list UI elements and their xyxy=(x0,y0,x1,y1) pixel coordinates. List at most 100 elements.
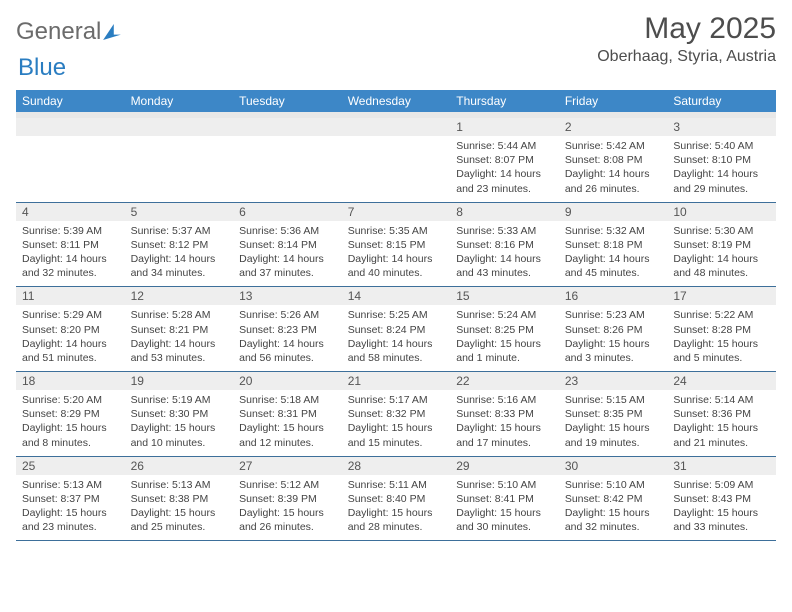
day-line: Daylight: 14 hours and 34 minutes. xyxy=(131,252,228,280)
day-cell: 20Sunrise: 5:18 AMSunset: 8:31 PMDayligh… xyxy=(233,372,342,457)
day-line: Daylight: 14 hours and 45 minutes. xyxy=(565,252,662,280)
day-cell: 21Sunrise: 5:17 AMSunset: 8:32 PMDayligh… xyxy=(342,372,451,457)
day-body xyxy=(233,136,342,198)
day-line: Sunrise: 5:09 AM xyxy=(673,478,770,492)
day-line: Sunset: 8:30 PM xyxy=(131,407,228,421)
location: Oberhaag, Styria, Austria xyxy=(597,48,776,66)
day-number: 22 xyxy=(450,372,559,390)
day-body: Sunrise: 5:30 AMSunset: 8:19 PMDaylight:… xyxy=(667,221,776,287)
day-body: Sunrise: 5:12 AMSunset: 8:39 PMDaylight:… xyxy=(233,475,342,541)
day-cell: 19Sunrise: 5:19 AMSunset: 8:30 PMDayligh… xyxy=(125,372,234,457)
day-line: Sunset: 8:42 PM xyxy=(565,492,662,506)
day-number: 13 xyxy=(233,287,342,305)
day-body: Sunrise: 5:15 AMSunset: 8:35 PMDaylight:… xyxy=(559,390,668,456)
day-cell: 7Sunrise: 5:35 AMSunset: 8:15 PMDaylight… xyxy=(342,202,451,287)
week-row: 18Sunrise: 5:20 AMSunset: 8:29 PMDayligh… xyxy=(16,372,776,457)
day-body: Sunrise: 5:36 AMSunset: 8:14 PMDaylight:… xyxy=(233,221,342,287)
day-cell: 28Sunrise: 5:11 AMSunset: 8:40 PMDayligh… xyxy=(342,456,451,541)
day-line: Daylight: 15 hours and 21 minutes. xyxy=(673,421,770,449)
day-line: Sunrise: 5:40 AM xyxy=(673,139,770,153)
day-number: 10 xyxy=(667,203,776,221)
day-cell: 18Sunrise: 5:20 AMSunset: 8:29 PMDayligh… xyxy=(16,372,125,457)
day-cell: 15Sunrise: 5:24 AMSunset: 8:25 PMDayligh… xyxy=(450,287,559,372)
day-line: Sunrise: 5:15 AM xyxy=(565,393,662,407)
day-line: Sunset: 8:32 PM xyxy=(348,407,445,421)
day-line: Sunrise: 5:24 AM xyxy=(456,308,553,322)
day-number: 6 xyxy=(233,203,342,221)
day-line: Sunset: 8:21 PM xyxy=(131,323,228,337)
day-line: Sunset: 8:38 PM xyxy=(131,492,228,506)
day-line: Daylight: 15 hours and 28 minutes. xyxy=(348,506,445,534)
day-number xyxy=(233,118,342,136)
day-line: Daylight: 15 hours and 12 minutes. xyxy=(239,421,336,449)
day-cell: 30Sunrise: 5:10 AMSunset: 8:42 PMDayligh… xyxy=(559,456,668,541)
day-line: Daylight: 14 hours and 32 minutes. xyxy=(22,252,119,280)
week-row: 25Sunrise: 5:13 AMSunset: 8:37 PMDayligh… xyxy=(16,456,776,541)
logo-arrow-icon xyxy=(103,24,121,40)
day-header-cell: Sunday xyxy=(16,90,125,112)
day-number: 17 xyxy=(667,287,776,305)
day-body xyxy=(125,136,234,198)
day-line: Sunrise: 5:10 AM xyxy=(456,478,553,492)
day-header-row: SundayMondayTuesdayWednesdayThursdayFrid… xyxy=(16,90,776,112)
day-line: Sunset: 8:25 PM xyxy=(456,323,553,337)
day-line: Daylight: 14 hours and 58 minutes. xyxy=(348,337,445,365)
day-cell: 22Sunrise: 5:16 AMSunset: 8:33 PMDayligh… xyxy=(450,372,559,457)
logo-text-2: Blue xyxy=(18,54,66,81)
day-line: Sunrise: 5:25 AM xyxy=(348,308,445,322)
day-cell: 2Sunrise: 5:42 AMSunset: 8:08 PMDaylight… xyxy=(559,118,668,202)
day-number: 29 xyxy=(450,457,559,475)
day-cell xyxy=(342,118,451,202)
day-cell: 25Sunrise: 5:13 AMSunset: 8:37 PMDayligh… xyxy=(16,456,125,541)
day-cell: 17Sunrise: 5:22 AMSunset: 8:28 PMDayligh… xyxy=(667,287,776,372)
day-line: Sunset: 8:28 PM xyxy=(673,323,770,337)
day-number: 3 xyxy=(667,118,776,136)
day-line: Daylight: 15 hours and 33 minutes. xyxy=(673,506,770,534)
day-line: Sunrise: 5:32 AM xyxy=(565,224,662,238)
day-line: Sunrise: 5:30 AM xyxy=(673,224,770,238)
day-body: Sunrise: 5:23 AMSunset: 8:26 PMDaylight:… xyxy=(559,305,668,371)
day-line: Sunrise: 5:26 AM xyxy=(239,308,336,322)
day-cell: 10Sunrise: 5:30 AMSunset: 8:19 PMDayligh… xyxy=(667,202,776,287)
day-cell: 4 Sunrise: 5:39 AMSunset: 8:11 PMDaylight… xyxy=(16,202,125,287)
day-line: Sunrise: 5:36 AM xyxy=(239,224,336,238)
day-line: Sunset: 8:35 PM xyxy=(565,407,662,421)
day-header-cell: Wednesday xyxy=(342,90,451,112)
day-line: Sunrise: 5:23 AM xyxy=(565,308,662,322)
day-number: 16 xyxy=(559,287,668,305)
day-line: Sunset: 8:41 PM xyxy=(456,492,553,506)
day-cell: 12Sunrise: 5:28 AMSunset: 8:21 PMDayligh… xyxy=(125,287,234,372)
day-cell: 1Sunrise: 5:44 AMSunset: 8:07 PMDaylight… xyxy=(450,118,559,202)
day-line: Sunset: 8:31 PM xyxy=(239,407,336,421)
day-body: Sunrise: 5:18 AMSunset: 8:31 PMDaylight:… xyxy=(233,390,342,456)
day-header-cell: Monday xyxy=(125,90,234,112)
day-line: Sunrise: 5:17 AM xyxy=(348,393,445,407)
day-cell: 13Sunrise: 5:26 AMSunset: 8:23 PMDayligh… xyxy=(233,287,342,372)
day-line: Sunset: 8:23 PM xyxy=(239,323,336,337)
day-body: Sunrise: 5:33 AMSunset: 8:16 PMDaylight:… xyxy=(450,221,559,287)
day-number: 26 xyxy=(125,457,234,475)
day-cell: 31Sunrise: 5:09 AMSunset: 8:43 PMDayligh… xyxy=(667,456,776,541)
day-body: Sunrise: 5:26 AMSunset: 8:23 PMDaylight:… xyxy=(233,305,342,371)
day-line: Sunset: 8:07 PM xyxy=(456,153,553,167)
day-body: Sunrise: 5:10 AMSunset: 8:42 PMDaylight:… xyxy=(559,475,668,541)
day-line: Sunset: 8:29 PM xyxy=(22,407,119,421)
day-cell: 16Sunrise: 5:23 AMSunset: 8:26 PMDayligh… xyxy=(559,287,668,372)
day-line: Sunset: 8:10 PM xyxy=(673,153,770,167)
day-line: Sunrise: 5:22 AM xyxy=(673,308,770,322)
day-number: 7 xyxy=(342,203,451,221)
day-number: 1 xyxy=(450,118,559,136)
day-line: Sunset: 8:37 PM xyxy=(22,492,119,506)
day-line: Daylight: 14 hours and 48 minutes. xyxy=(673,252,770,280)
week-row: 1Sunrise: 5:44 AMSunset: 8:07 PMDaylight… xyxy=(16,118,776,202)
day-line: Sunrise: 5:16 AM xyxy=(456,393,553,407)
day-line: Daylight: 14 hours and 56 minutes. xyxy=(239,337,336,365)
day-line: Sunset: 8:14 PM xyxy=(239,238,336,252)
day-line: Sunset: 8:11 PM xyxy=(22,238,119,252)
day-line: Sunset: 8:40 PM xyxy=(348,492,445,506)
day-line: Daylight: 14 hours and 51 minutes. xyxy=(22,337,119,365)
day-number: 4 xyxy=(16,203,125,221)
day-cell: 6Sunrise: 5:36 AMSunset: 8:14 PMDaylight… xyxy=(233,202,342,287)
day-body xyxy=(16,136,125,198)
day-line: Sunrise: 5:39 AM xyxy=(22,224,119,238)
